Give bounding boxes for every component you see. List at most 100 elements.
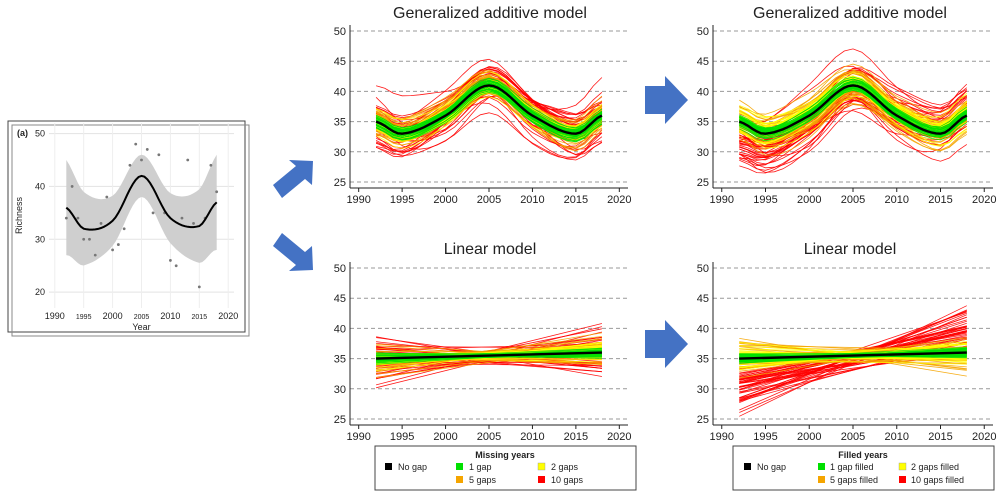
y-tick-label: 30	[334, 147, 346, 159]
inset-y-tick-label: 40	[35, 181, 45, 191]
inset-point	[180, 216, 184, 220]
legend-swatch-gap10	[538, 476, 545, 483]
no-gap-line	[739, 351, 967, 360]
y-tick-label: 30	[334, 384, 346, 396]
legend-label-nogap: No gap	[757, 462, 786, 472]
inset-point	[186, 158, 190, 162]
y-tick-label: 40	[334, 323, 346, 335]
inset-point	[105, 195, 109, 199]
panel-lm-missing: Linear model 25 30 35 40 45 50 1990 1995 2000 2005…	[334, 241, 632, 443]
inset-x-tick-label: 1995	[76, 314, 92, 321]
legend-label-gap5: 5 gaps filled	[830, 475, 878, 485]
y-tick-label: 45	[697, 293, 709, 305]
y-tick-label: 50	[697, 263, 709, 275]
inset-y-tick-label: 20	[35, 287, 45, 297]
x-tick-label: 2020	[607, 194, 631, 206]
inset-point	[76, 216, 80, 220]
panel-title: Generalized additive model	[393, 5, 587, 22]
x-tick-label: 2000	[797, 194, 821, 206]
legend-filled-years: Filled years No gap 1 gap filled 2 gaps …	[732, 445, 995, 491]
inset-point	[134, 142, 138, 146]
x-tick-label: 2005	[477, 194, 501, 206]
x-tick-label: 2020	[607, 431, 631, 443]
y-tick-label: 45	[334, 293, 346, 305]
inset-x-tick-label: 2005	[134, 314, 150, 321]
inset-confidence-band	[66, 154, 217, 266]
replicate-curves	[739, 48, 968, 174]
inset-point	[197, 285, 201, 289]
y-tick-label: 40	[697, 323, 709, 335]
y-tick-label: 25	[697, 414, 709, 426]
x-tick-label: 2000	[433, 194, 457, 206]
inset-point	[174, 264, 178, 268]
y-tick-label: 25	[334, 177, 346, 189]
y-tick-label: 25	[334, 414, 346, 426]
legend-title: Filled years	[838, 450, 888, 460]
y-tick-label: 35	[334, 354, 346, 366]
replicate-line	[739, 97, 968, 143]
inset-x-axis-label: Year	[132, 322, 150, 332]
x-tick-label: 1990	[346, 194, 370, 206]
replicate-line	[375, 81, 603, 132]
x-tick-label: 2015	[564, 194, 588, 206]
x-tick-label: 2000	[797, 431, 821, 443]
y-tick-label: 50	[334, 263, 346, 275]
replicate-curves	[375, 58, 603, 161]
inset-x-tick-label: 2020	[218, 311, 238, 321]
y-tick-label: 40	[334, 86, 346, 98]
inset-x-tick-label: 2000	[103, 311, 123, 321]
legend-title: Missing years	[475, 450, 535, 460]
inset-point	[140, 158, 143, 162]
inset-point	[192, 222, 195, 225]
x-tick-label: 1995	[390, 194, 414, 206]
flow-arrows	[273, 76, 688, 368]
no-gap-line	[738, 84, 968, 135]
replicate-line	[739, 63, 968, 129]
inset-shadow	[11, 124, 250, 337]
legend-label-gap1: 1 gap	[469, 462, 492, 472]
inset-point	[128, 163, 132, 167]
replicate-line	[375, 90, 603, 142]
inset-fit-line	[65, 174, 218, 231]
y-tick-label: 35	[697, 354, 709, 366]
legend-label-gap10: 10 gaps filled	[911, 475, 964, 485]
inset-point	[209, 163, 213, 167]
y-tick-label: 50	[697, 26, 709, 38]
inset-point	[111, 248, 114, 252]
y-tick-label: 45	[697, 56, 709, 68]
x-tick-label: 2005	[841, 194, 865, 206]
legend-label-gap10: 10 gaps	[551, 475, 584, 485]
inset-point	[82, 237, 86, 241]
x-tick-label: 2010	[885, 431, 909, 443]
x-tick-label: 2010	[885, 194, 909, 206]
legend-swatch-gap5	[456, 476, 463, 483]
panel-title: Linear model	[444, 241, 537, 258]
y-tick-label: 35	[334, 117, 346, 129]
y-tick-label: 50	[334, 26, 346, 38]
inset-point	[215, 190, 219, 194]
y-tick-label: 40	[697, 86, 709, 98]
panel-gam-missing: Generalized additive model 25 30 35 40 45 50 19…	[334, 5, 632, 206]
legend-label-gap5: 5 gaps	[469, 475, 497, 485]
x-tick-label: 2020	[972, 431, 996, 443]
arrow-down-right	[273, 233, 313, 271]
inset-point	[88, 237, 91, 241]
y-tick-label: 30	[697, 384, 709, 396]
x-tick-label: 2020	[972, 194, 996, 206]
replicate-curves	[739, 305, 967, 417]
panel-lm-filled: Linear model 25 30 35 40 45 50 1990 1995 2000 2005…	[697, 241, 997, 443]
inset-y-axis-label: Richness	[14, 196, 24, 234]
x-tick-label: 1990	[710, 194, 734, 206]
legend-swatch-nogap	[744, 463, 751, 470]
legend-swatch-gap5	[818, 476, 825, 483]
x-tick-label: 2000	[433, 431, 457, 443]
inset-label: (a)	[17, 128, 28, 138]
arrow-right-bottom	[645, 320, 688, 368]
x-tick-label: 1990	[710, 431, 734, 443]
no-gap-line	[375, 84, 603, 135]
panel-title: Linear model	[804, 241, 897, 258]
panel-gam-filled: Generalized additive model 25 30 35 40 45 50 19…	[697, 5, 997, 206]
replicate-line	[739, 94, 968, 152]
inset-x-tick-label: 2015	[192, 314, 208, 321]
y-tick-label: 25	[697, 177, 709, 189]
